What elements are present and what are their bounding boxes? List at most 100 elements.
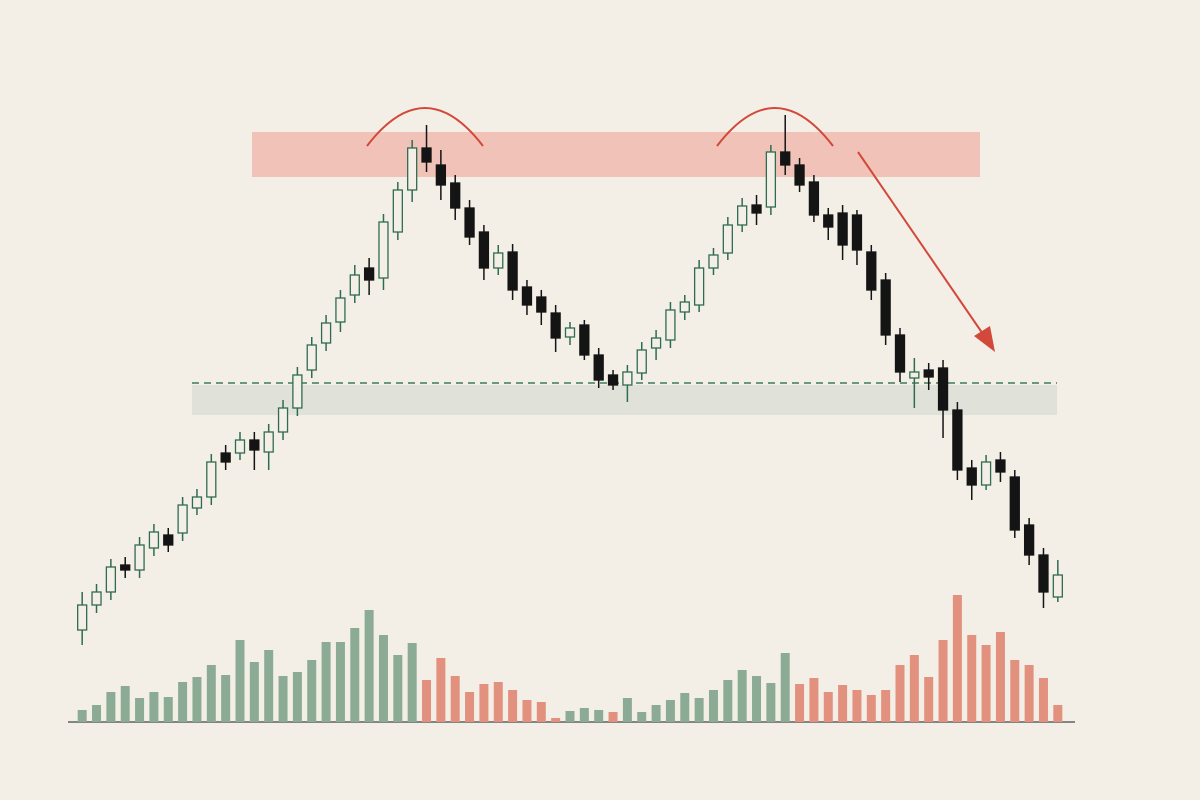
- volume-bar: [321, 642, 331, 722]
- volume-bar: [637, 712, 647, 722]
- candle-body: [234, 439, 246, 454]
- candle-body: [421, 147, 432, 163]
- volume-bar: [981, 645, 991, 722]
- candle-body: [622, 371, 633, 386]
- candle-body: [851, 214, 863, 251]
- candle-body: [966, 467, 977, 486]
- arrow-head: [974, 326, 995, 352]
- candle-body: [593, 354, 604, 381]
- volume-bar: [995, 632, 1005, 722]
- candle-body: [220, 452, 231, 463]
- volume-bar: [350, 628, 360, 722]
- volume-bar: [522, 700, 532, 722]
- peak-arc: [366, 107, 484, 147]
- volume-bar: [881, 690, 891, 722]
- volume-bar: [292, 672, 302, 722]
- volume-bar: [967, 635, 977, 722]
- candle-body: [980, 461, 992, 486]
- candle-body: [191, 496, 203, 509]
- volume-bar: [752, 676, 762, 722]
- volume-bar: [422, 680, 432, 722]
- candle-body: [407, 147, 418, 191]
- candle-body: [1009, 476, 1020, 531]
- volume-bar: [924, 677, 934, 722]
- candle-body: [909, 371, 920, 379]
- volume-bar: [235, 640, 245, 722]
- volume-bar: [450, 676, 460, 722]
- volume-bar: [92, 705, 102, 722]
- candle-body: [521, 286, 533, 306]
- volume-bar: [895, 665, 905, 722]
- candle-body: [722, 224, 733, 254]
- volume-bar: [909, 655, 919, 722]
- volume-bar: [221, 675, 231, 722]
- candle-body: [880, 279, 891, 336]
- peak-arc: [716, 107, 834, 147]
- candle-body: [1023, 524, 1035, 556]
- volume-bar: [178, 682, 188, 722]
- candle-body: [894, 334, 906, 373]
- volume-bar: [249, 662, 259, 722]
- candle-body: [349, 274, 360, 296]
- volume-bar: [565, 711, 575, 722]
- volume-bar: [465, 692, 475, 722]
- candle-body: [823, 214, 834, 228]
- candle-body: [708, 254, 719, 269]
- volume-bar: [436, 658, 446, 722]
- candle-body: [507, 251, 518, 291]
- candle-body: [1038, 554, 1049, 593]
- volume-bar: [479, 684, 489, 722]
- volume-bar: [651, 705, 661, 722]
- volume-bar: [307, 660, 317, 722]
- volume-bar: [1024, 665, 1034, 722]
- candle-body: [650, 337, 662, 349]
- candle-body: [335, 297, 346, 323]
- candle-body: [320, 322, 332, 344]
- candle-body: [794, 164, 805, 186]
- volume-bar: [594, 710, 604, 722]
- volume-bar: [608, 712, 618, 722]
- candle-body: [249, 439, 260, 451]
- candle-body: [1052, 574, 1063, 598]
- volume-bar: [680, 693, 690, 722]
- volume-bar: [809, 678, 819, 722]
- candle-body: [579, 324, 590, 356]
- candle-body: [292, 374, 303, 409]
- volume-bar: [938, 640, 948, 722]
- volume-bar: [135, 698, 145, 722]
- volume-bar: [192, 677, 202, 722]
- volume-bar: [694, 698, 704, 722]
- candle-body: [550, 312, 561, 339]
- candle-body: [77, 604, 88, 631]
- volume-bar: [823, 692, 833, 722]
- candle-body: [751, 204, 762, 214]
- volume-bar: [866, 695, 876, 722]
- volume-bar: [852, 690, 862, 722]
- candle-body: [363, 267, 375, 281]
- candle-body: [493, 252, 504, 269]
- volume-bar: [536, 702, 546, 722]
- volume-bar: [407, 643, 417, 722]
- candle-body: [665, 309, 676, 341]
- volume-bar: [622, 698, 632, 722]
- candle-body: [737, 205, 748, 226]
- candle-body: [105, 566, 117, 593]
- volume-bar: [77, 710, 87, 722]
- volume-bar: [1038, 678, 1048, 722]
- candle-body: [206, 461, 217, 498]
- candle-body: [134, 544, 145, 571]
- candle-body: [866, 251, 877, 291]
- volume-bar: [766, 683, 776, 722]
- volume-bar: [780, 653, 790, 722]
- candle-body: [435, 164, 447, 186]
- candle-body: [765, 151, 777, 208]
- candle-body: [923, 369, 934, 378]
- volume-bar: [378, 635, 388, 722]
- volume-bar: [508, 690, 518, 722]
- trend-arrow: [857, 151, 986, 338]
- candle-body: [564, 327, 576, 338]
- candle-body: [378, 221, 389, 279]
- candle-body: [693, 267, 705, 306]
- candle-body: [808, 181, 820, 216]
